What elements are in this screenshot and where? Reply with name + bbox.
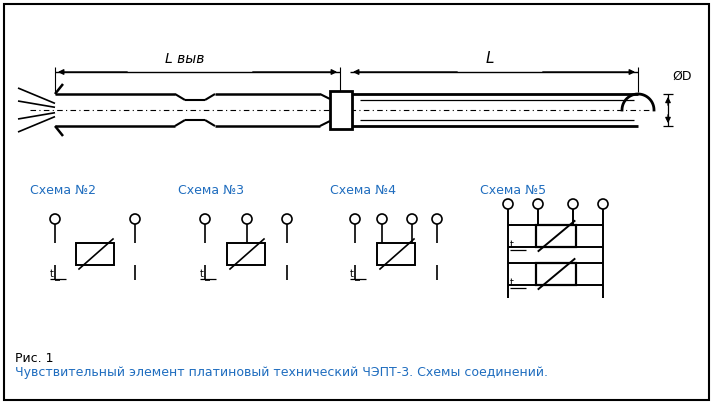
Text: ØD: ØD: [672, 69, 692, 82]
Text: t: t: [350, 269, 354, 279]
Bar: [227, 243, 265, 265]
Text: Схема №4: Схема №4: [330, 184, 396, 197]
Text: Чувствительный элемент платиновый технический ЧЭПТ-3. Схемы соединений.: Чувствительный элемент платиновый технич…: [15, 366, 548, 379]
Bar: [535, 225, 575, 247]
Text: t: t: [50, 269, 54, 279]
Text: Схема №2: Схема №2: [30, 184, 96, 197]
Bar: [330, 91, 352, 129]
Text: t: t: [510, 240, 514, 250]
Text: t: t: [200, 269, 204, 279]
Bar: [377, 243, 415, 265]
Bar: [535, 263, 575, 285]
Text: L: L: [486, 51, 494, 66]
Text: Схема №3: Схема №3: [178, 184, 244, 197]
Text: Схема №5: Схема №5: [480, 184, 546, 197]
Text: Рис. 1: Рис. 1: [15, 352, 53, 365]
Bar: [76, 243, 114, 265]
Text: L выв: L выв: [165, 52, 205, 66]
Text: t: t: [510, 278, 514, 288]
